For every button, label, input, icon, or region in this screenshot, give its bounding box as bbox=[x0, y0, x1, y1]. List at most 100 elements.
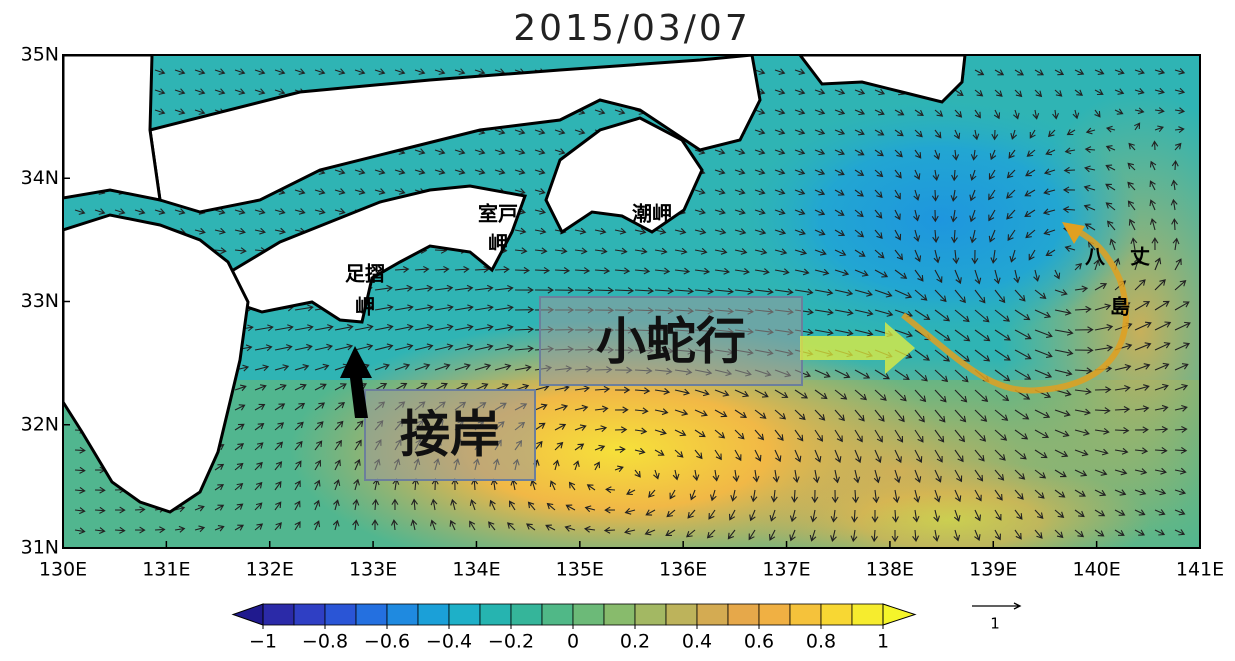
flow-arrow bbox=[814, 288, 834, 296]
flow-arrow bbox=[434, 148, 446, 155]
flow-arrow bbox=[334, 188, 346, 195]
flow-arrow bbox=[974, 309, 990, 323]
flow-arrow bbox=[274, 324, 294, 332]
flow-arrow bbox=[714, 449, 722, 461]
flow-arrow bbox=[794, 148, 806, 156]
flow-arrow bbox=[913, 489, 921, 503]
flow-arrow bbox=[1014, 529, 1022, 540]
flow-arrow bbox=[794, 68, 806, 75]
flow-arrow bbox=[834, 229, 846, 236]
flow-arrow bbox=[674, 388, 690, 396]
flow-arrow bbox=[294, 68, 306, 75]
flow-arrow bbox=[514, 227, 527, 235]
flow-arrow bbox=[254, 344, 273, 352]
flow-arrow bbox=[694, 389, 710, 397]
flow-arrow bbox=[414, 265, 430, 273]
colorbar-swatch bbox=[293, 603, 326, 626]
flow-arrow bbox=[454, 148, 466, 155]
flow-arrow bbox=[734, 288, 754, 295]
flow-arrow bbox=[374, 323, 394, 331]
flow-arrow bbox=[754, 128, 766, 135]
colorbar-tick-label: 1 bbox=[877, 631, 889, 653]
flow-arrow bbox=[854, 389, 867, 401]
flow-arrow bbox=[374, 382, 388, 391]
flow-arrow bbox=[969, 229, 977, 244]
flow-arrow bbox=[332, 519, 340, 531]
flow-arrow bbox=[971, 249, 979, 265]
flow-arrow bbox=[454, 324, 474, 331]
flow-arrow bbox=[234, 443, 245, 451]
flow-arrow bbox=[674, 228, 687, 235]
flow-arrow bbox=[834, 269, 850, 277]
flow-arrow bbox=[851, 509, 858, 523]
flow-arrow bbox=[94, 208, 106, 215]
flow-arrow bbox=[1174, 404, 1188, 412]
flow-arrow bbox=[1174, 126, 1185, 133]
flow-arrow bbox=[950, 189, 958, 202]
flow-arrow bbox=[507, 522, 516, 531]
flow-arrow bbox=[993, 269, 1001, 285]
flow-arrow bbox=[1105, 164, 1116, 171]
flow-arrow bbox=[214, 463, 225, 471]
flow-arrow bbox=[234, 404, 246, 411]
flow-arrow bbox=[1154, 362, 1170, 371]
flow-arrow bbox=[234, 462, 244, 471]
flow-arrow bbox=[474, 324, 494, 331]
flow-arrow bbox=[714, 148, 726, 155]
flow-arrow bbox=[954, 369, 969, 383]
flow-arrow bbox=[814, 148, 826, 156]
flow-arrow bbox=[834, 449, 842, 463]
flow-arrow bbox=[814, 168, 826, 176]
flow-arrow bbox=[754, 409, 767, 419]
flow-arrow bbox=[634, 247, 648, 255]
flow-arrow bbox=[1084, 165, 1096, 173]
flow-arrow bbox=[1172, 237, 1180, 251]
flow-arrow bbox=[1128, 142, 1136, 151]
flow-arrow bbox=[714, 287, 734, 295]
colorbar-tick-label: −0.6 bbox=[364, 631, 410, 653]
flow-arrow bbox=[1034, 69, 1044, 76]
flow-arrow bbox=[1083, 184, 1096, 192]
flow-arrow bbox=[1074, 326, 1094, 334]
flow-arrow bbox=[934, 269, 943, 284]
flow-arrow bbox=[874, 189, 883, 199]
flow-arrow bbox=[1072, 109, 1080, 120]
flow-arrow bbox=[974, 109, 981, 119]
flow-arrow bbox=[653, 469, 660, 480]
title: 2015/03/07 bbox=[513, 8, 751, 49]
flow-arrow bbox=[665, 529, 676, 537]
flow-arrow bbox=[774, 208, 786, 216]
flow-arrow bbox=[714, 168, 726, 175]
place-label: 足摺 bbox=[345, 262, 385, 286]
flow-arrow bbox=[254, 227, 266, 235]
flow-arrow bbox=[1014, 429, 1029, 440]
flow-arrow bbox=[834, 329, 854, 337]
flow-arrow bbox=[814, 189, 826, 196]
flow-arrow bbox=[974, 489, 982, 502]
colorbar-swatch bbox=[789, 603, 822, 626]
flow-arrow bbox=[394, 265, 410, 273]
flow-arrow bbox=[154, 526, 166, 534]
flow-arrow bbox=[374, 168, 386, 175]
flow-arrow bbox=[514, 128, 526, 135]
flow-arrow bbox=[1105, 183, 1116, 191]
flow-arrow bbox=[1094, 448, 1109, 456]
flow-arrow bbox=[914, 169, 921, 181]
flow-arrow bbox=[1034, 89, 1043, 98]
flow-arrow bbox=[994, 529, 1001, 541]
flow-arrow bbox=[534, 286, 554, 294]
flow-arrow bbox=[1170, 179, 1178, 191]
flow-arrow bbox=[314, 402, 326, 411]
flow-arrow bbox=[74, 507, 86, 515]
flow-arrow bbox=[974, 289, 986, 304]
flow-arrow bbox=[374, 68, 386, 75]
flow-arrow bbox=[954, 489, 962, 503]
x-tick-label: 134E bbox=[452, 559, 500, 581]
flow-arrow bbox=[1074, 449, 1089, 457]
flow-arrow bbox=[554, 404, 569, 411]
flow-arrow bbox=[954, 389, 968, 403]
flow-arrow bbox=[854, 88, 866, 96]
flow-arrow bbox=[754, 449, 762, 462]
flow-arrow bbox=[634, 427, 648, 435]
flow-arrow bbox=[694, 208, 706, 215]
